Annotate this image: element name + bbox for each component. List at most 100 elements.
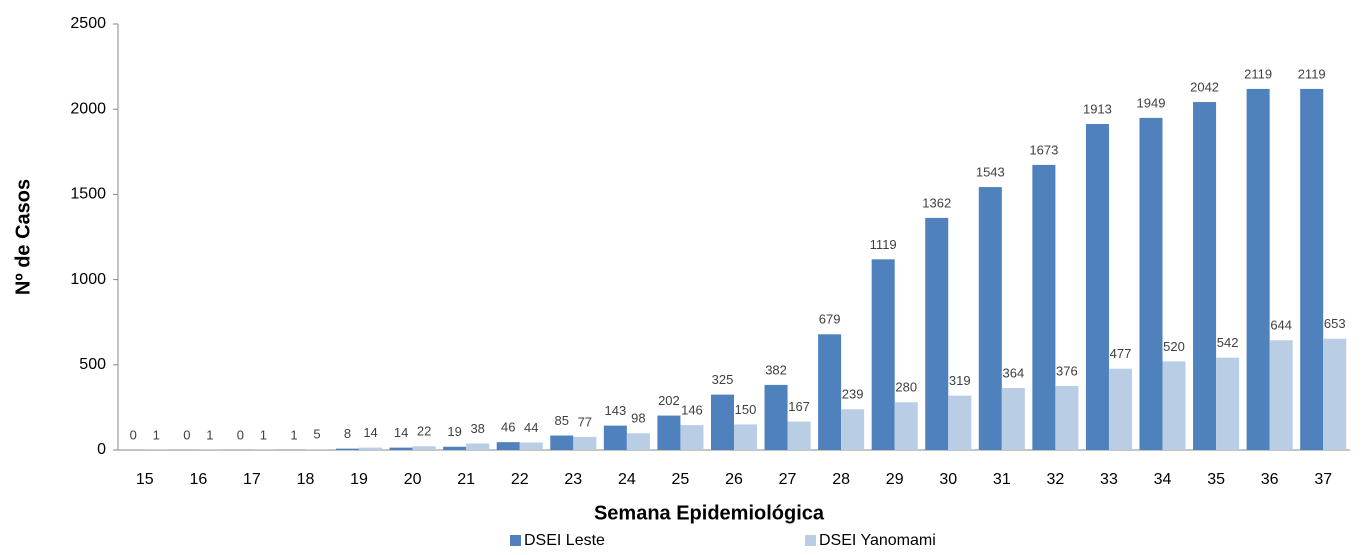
bar: [1139, 118, 1162, 450]
x-tick-label: 30: [939, 471, 957, 488]
bar: [336, 449, 359, 450]
value-label: 1: [206, 427, 213, 442]
value-label: 280: [895, 380, 917, 395]
bar: [1163, 361, 1186, 450]
bar: [573, 437, 596, 450]
y-tick-label: 1000: [70, 271, 106, 288]
value-label: 77: [578, 414, 592, 429]
value-label: 46: [501, 420, 515, 435]
value-label: 167: [788, 399, 810, 414]
value-label: 146: [681, 403, 703, 418]
bar: [359, 448, 382, 450]
value-label: 325: [712, 372, 734, 387]
value-label: 150: [735, 402, 757, 417]
bar: [443, 447, 466, 450]
bar: [413, 446, 436, 450]
bar: [1055, 386, 1078, 450]
bar: [497, 442, 520, 450]
x-tick-label: 19: [350, 471, 368, 488]
value-label: 520: [1163, 339, 1185, 354]
bar: [305, 449, 328, 450]
value-label: 2042: [1190, 79, 1219, 94]
value-label: 0: [237, 427, 244, 442]
value-label: 376: [1056, 363, 1078, 378]
value-label: 1: [290, 427, 297, 442]
bar: [711, 395, 734, 450]
x-tick-label: 25: [672, 471, 690, 488]
y-tick-label: 1500: [70, 186, 106, 203]
bar: [466, 444, 489, 450]
value-label: 0: [130, 427, 137, 442]
x-tick-label: 31: [993, 471, 1011, 488]
value-label: 14: [363, 425, 377, 440]
bar: [872, 259, 895, 450]
value-label: 38: [470, 421, 484, 436]
x-tick-label: 26: [725, 471, 743, 488]
bar: [765, 385, 788, 450]
legend-swatch: [805, 535, 816, 546]
value-label: 1913: [1083, 101, 1112, 116]
value-label: 19: [447, 424, 461, 439]
x-tick-label: 23: [564, 471, 582, 488]
value-label: 1673: [1029, 142, 1058, 157]
value-label: 1: [153, 427, 160, 442]
value-label: 8: [344, 426, 351, 441]
y-axis-title: Nº de Casos: [12, 179, 34, 295]
value-label: 542: [1217, 335, 1239, 350]
value-label: 22: [417, 424, 431, 439]
bar: [841, 409, 864, 450]
y-tick-label: 0: [97, 441, 106, 458]
value-label: 1543: [976, 165, 1005, 180]
y-tick-label: 2000: [70, 100, 106, 117]
bar: [1247, 89, 1270, 450]
value-label: 239: [842, 387, 864, 402]
bar: [1002, 388, 1025, 450]
value-label: 653: [1324, 316, 1346, 331]
value-label: 143: [605, 403, 627, 418]
bar: [604, 426, 627, 450]
x-tick-label: 17: [243, 471, 261, 488]
x-tick-label: 29: [886, 471, 904, 488]
bar: [1216, 358, 1239, 450]
value-label: 0: [183, 427, 190, 442]
x-tick-label: 15: [136, 471, 154, 488]
x-tick-label: 27: [779, 471, 797, 488]
bar: [1109, 369, 1132, 450]
bar: [627, 433, 650, 450]
bar: [680, 425, 703, 450]
x-tick-label: 32: [1046, 471, 1064, 488]
bar: [818, 334, 841, 450]
y-tick-label: 2500: [70, 15, 106, 32]
value-label: 202: [658, 393, 680, 408]
x-tick-label: 20: [404, 471, 422, 488]
value-label: 1: [260, 427, 267, 442]
value-label: 85: [555, 413, 569, 428]
legend-swatch: [510, 535, 521, 546]
value-label: 1949: [1137, 95, 1166, 110]
x-tick-label: 37: [1314, 471, 1332, 488]
x-tick-label: 18: [297, 471, 315, 488]
x-axis-title: Semana Epidemiológica: [594, 502, 825, 524]
bar: [1323, 339, 1346, 450]
bar: [788, 422, 811, 450]
bar: [979, 187, 1002, 450]
legend-label: DSEI Leste: [524, 532, 605, 549]
value-label: 382: [765, 362, 787, 377]
value-label: 44: [524, 420, 538, 435]
value-label: 2119: [1298, 66, 1326, 81]
bar: [925, 218, 948, 450]
value-label: 2119: [1244, 66, 1272, 81]
bar: [1270, 340, 1293, 450]
bar: [895, 402, 918, 450]
bar: [948, 396, 971, 450]
x-tick-label: 24: [618, 471, 636, 488]
value-label: 98: [631, 411, 645, 426]
x-tick-label: 21: [457, 471, 475, 488]
value-label: 14: [394, 425, 408, 440]
value-label: 364: [1002, 365, 1024, 380]
x-tick-label: 34: [1154, 471, 1172, 488]
legend-label: DSEI Yanomami: [819, 532, 936, 549]
x-tick-label: 22: [511, 471, 529, 488]
bar: [390, 448, 413, 450]
